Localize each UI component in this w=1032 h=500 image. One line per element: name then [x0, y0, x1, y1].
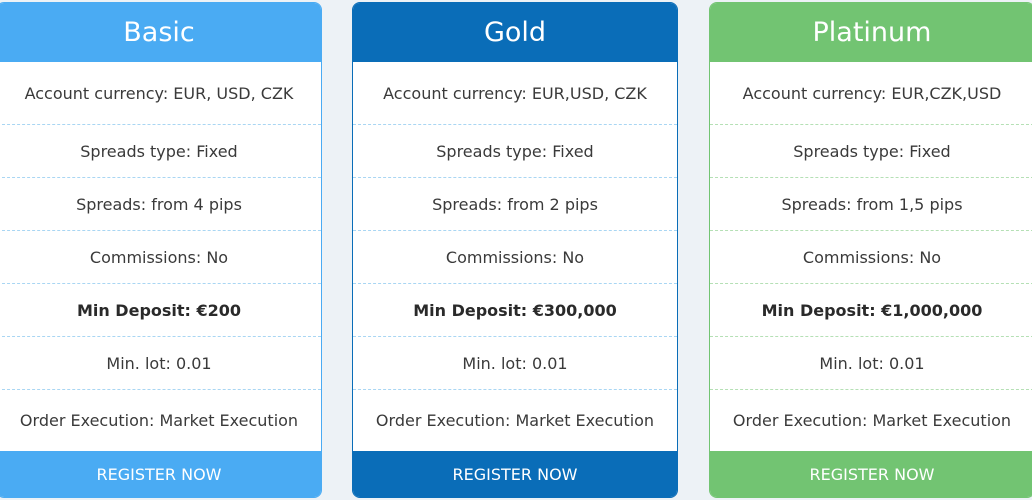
plan-feature: Order Execution: Market Execution	[375, 411, 655, 430]
plan-title: Basic	[0, 3, 321, 62]
plan-feature: Commissions: No	[353, 231, 677, 284]
register-now-button[interactable]: REGISTER NOW	[0, 451, 321, 497]
plan-card-gold: Gold Account currency: EUR,USD, CZK Spread…	[352, 2, 678, 498]
plan-feature: Account currency: EUR, USD, CZK	[0, 62, 321, 125]
plan-feature: Order Execution: Market Execution	[732, 411, 1012, 430]
register-now-button[interactable]: REGISTER NOW	[710, 451, 1032, 497]
register-now-button[interactable]: REGISTER NOW	[353, 451, 677, 497]
plan-feature: Min Deposit: €200	[0, 284, 321, 337]
plan-card-basic: Basic Account currency: EUR, USD, CZK Spre…	[0, 2, 322, 498]
plan-feature: Account currency: EUR,CZK,USD	[710, 62, 1032, 125]
plan-title: Platinum	[710, 3, 1032, 62]
plan-card-platinum: Platinum Account currency: EUR,CZK,USD Spr…	[709, 2, 1032, 498]
plan-feature: Spreads: from 4 pips	[0, 178, 321, 231]
plan-feature: Order Execution: Market Execution	[19, 411, 299, 430]
plan-feature: Commissions: No	[710, 231, 1032, 284]
plan-feature: Min. lot: 0.01	[710, 337, 1032, 390]
plan-title: Gold	[353, 3, 677, 62]
plan-feature: Spreads: from 1,5 pips	[710, 178, 1032, 231]
plan-feature: Min. lot: 0.01	[353, 337, 677, 390]
plan-feature: Min Deposit: €1,000,000	[710, 284, 1032, 337]
plan-feature: Spreads type: Fixed	[710, 125, 1032, 178]
plan-feature: Commissions: No	[0, 231, 321, 284]
plan-feature: Min. lot: 0.01	[0, 337, 321, 390]
plan-feature: Spreads type: Fixed	[0, 125, 321, 178]
plan-feature: Min Deposit: €300,000	[353, 284, 677, 337]
plan-feature: Spreads: from 2 pips	[353, 178, 677, 231]
plan-feature: Spreads type: Fixed	[353, 125, 677, 178]
plan-feature: Account currency: EUR,USD, CZK	[353, 62, 677, 125]
